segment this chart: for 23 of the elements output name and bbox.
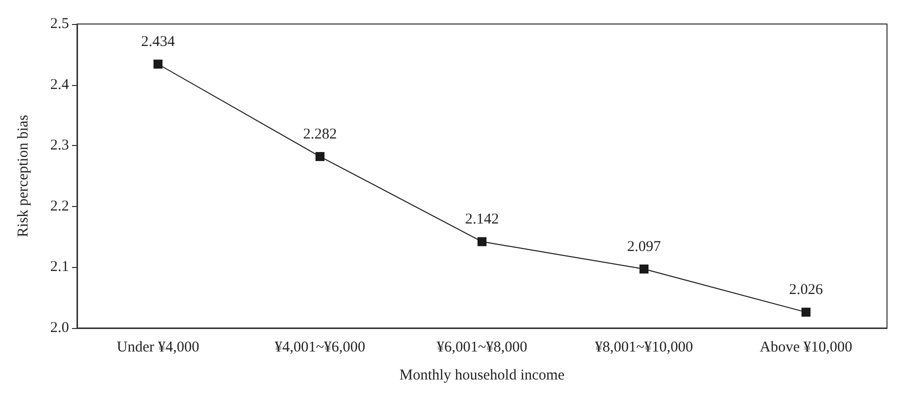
point [316, 152, 324, 162]
x-tick-label: Under ¥4,000 [116, 340, 200, 356]
y-axis-title: Risk perception bias [16, 114, 32, 238]
x-tick-label: Above ¥10,000 [760, 340, 852, 356]
data-label: 2.097 [627, 239, 662, 256]
x-tick-label: ¥4,001~¥6,000 [274, 340, 366, 356]
point [154, 60, 162, 69]
data-label: 2.142 [465, 212, 499, 228]
y-tick-label: 2.4 [50, 76, 70, 93]
x-tick-label: ¥8,001~¥10,000 [594, 340, 694, 356]
point [640, 264, 648, 274]
x-axis-title: Monthly household income [400, 368, 565, 384]
x-tick-label: ¥6,001~¥8,000 [436, 340, 528, 356]
point [802, 308, 810, 317]
data-label: 2.026 [789, 282, 824, 298]
data-label: 2.282 [303, 126, 337, 143]
y-tick-label: 2.0 [50, 320, 69, 336]
y-tick-label: 2.5 [50, 16, 69, 32]
y-tick-label: 2.2 [50, 198, 69, 214]
y-tick-label: 2.3 [50, 138, 69, 154]
y-tick-label: 2.1 [50, 259, 69, 276]
point [478, 237, 486, 246]
data-label: 2.434 [141, 34, 176, 50]
